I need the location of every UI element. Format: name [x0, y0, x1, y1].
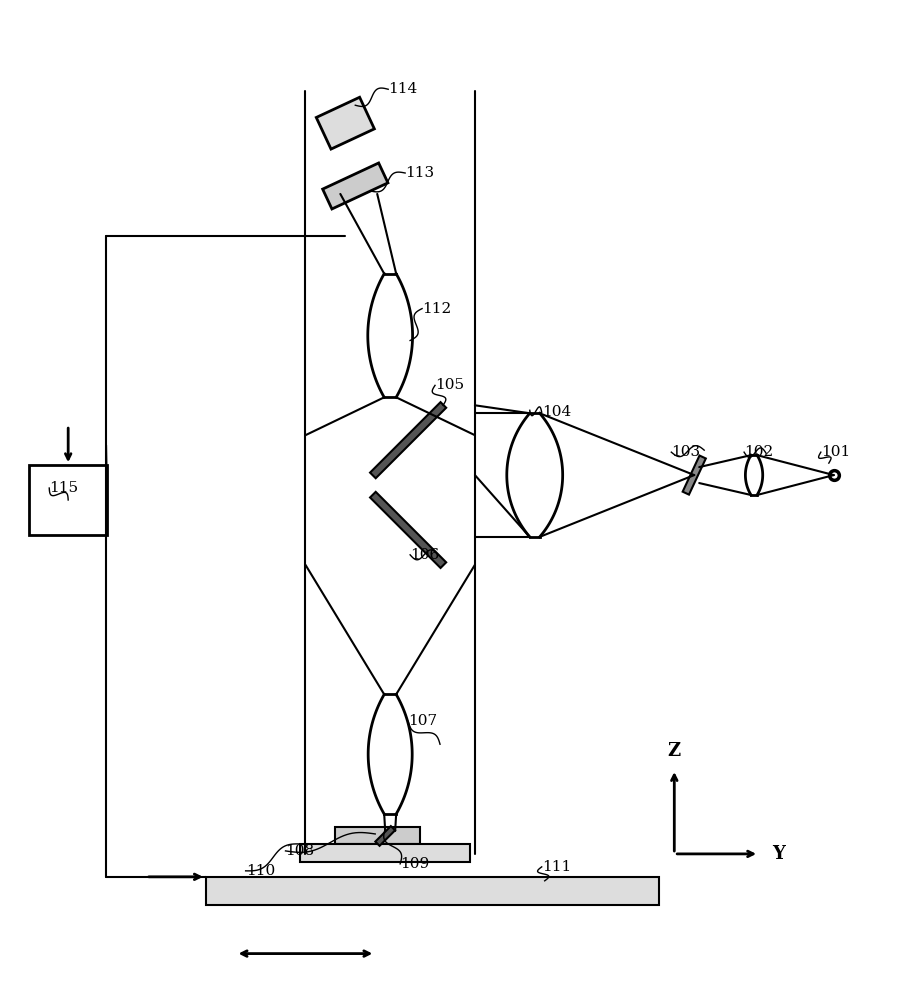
Polygon shape [317, 97, 374, 149]
Text: 107: 107 [408, 714, 437, 728]
Text: 109: 109 [400, 857, 430, 871]
Text: Z: Z [667, 742, 681, 760]
Polygon shape [370, 402, 446, 478]
Polygon shape [375, 826, 395, 846]
Text: 102: 102 [745, 445, 773, 459]
Text: 106: 106 [410, 548, 440, 562]
Text: 110: 110 [246, 864, 274, 878]
Text: 105: 105 [435, 378, 464, 392]
Text: 111: 111 [542, 860, 571, 874]
Text: 113: 113 [405, 166, 434, 180]
Bar [300, 844, 470, 862]
Polygon shape [683, 456, 706, 495]
Text: 101: 101 [821, 445, 850, 459]
Text: 108: 108 [285, 844, 315, 858]
Bar [30, 465, 107, 535]
Bar [205, 877, 659, 905]
Text: 114: 114 [388, 82, 417, 96]
Text: 104: 104 [542, 405, 571, 419]
Text: 112: 112 [422, 302, 451, 316]
Bar [335, 827, 420, 844]
Text: 115: 115 [49, 481, 78, 495]
Polygon shape [323, 163, 388, 209]
Text: Y: Y [772, 845, 785, 863]
Text: 103: 103 [671, 445, 701, 459]
Polygon shape [370, 492, 446, 568]
